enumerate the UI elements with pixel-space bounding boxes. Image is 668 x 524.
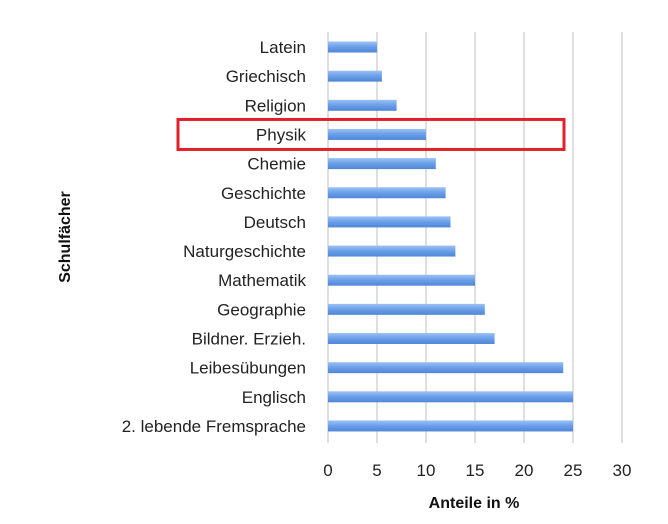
x-tick-label: 30 xyxy=(613,461,632,480)
y-axis-title: Schulfächer xyxy=(57,191,74,283)
bar-2-lebende-fremsprache xyxy=(328,420,573,432)
bar-chemie xyxy=(328,158,436,170)
bars xyxy=(328,41,573,432)
bar-mathematik xyxy=(328,274,475,286)
grid-lines xyxy=(327,32,623,443)
bar-geschichte xyxy=(328,187,446,199)
category-label: Geographie xyxy=(217,300,306,319)
bar-deutsch xyxy=(328,216,451,228)
bar-geographie xyxy=(328,303,485,315)
bar-englisch xyxy=(328,391,573,403)
category-label: Naturgeschichte xyxy=(183,242,306,261)
category-label: Griechisch xyxy=(226,67,306,86)
x-tick-label: 5 xyxy=(372,461,381,480)
bar-bildner-erzieh- xyxy=(328,333,495,344)
category-label: Latein xyxy=(260,38,306,57)
highlight-box-layer xyxy=(176,117,566,151)
category-label: Physik xyxy=(256,125,307,144)
bar-griechisch xyxy=(328,70,382,82)
x-tick-label: 20 xyxy=(515,461,534,480)
x-tick-label: 10 xyxy=(417,461,436,480)
category-labels: Latein Griechisch Religion Physik Chemie Gesc… xyxy=(122,38,307,436)
bar-physik xyxy=(328,128,426,140)
category-label: 2. lebende Fremsprache xyxy=(122,417,306,436)
category-label: Deutsch xyxy=(244,213,306,232)
category-label: Bildner. Erzieh. xyxy=(192,330,306,349)
category-label: Mathematik xyxy=(218,271,306,290)
bar-leibesübungen xyxy=(328,362,564,374)
x-axis-title: Anteile in % xyxy=(429,495,520,512)
x-tick-label: 0 xyxy=(323,461,332,480)
x-tick-labels: 0 5 10 15 20 25 30 xyxy=(323,461,631,480)
category-label: Englisch xyxy=(242,388,306,407)
category-label: Geschichte xyxy=(221,184,306,203)
highlight-box xyxy=(176,117,566,151)
category-label: Leibesübungen xyxy=(190,359,306,378)
x-tick-label: 25 xyxy=(564,461,583,480)
category-label: Chemie xyxy=(247,155,306,174)
category-label: Religion xyxy=(245,96,306,115)
x-tick-label: 15 xyxy=(466,461,485,480)
bar-naturgeschichte xyxy=(328,245,456,257)
bar-religion xyxy=(328,99,397,111)
bar-latein xyxy=(328,41,377,53)
